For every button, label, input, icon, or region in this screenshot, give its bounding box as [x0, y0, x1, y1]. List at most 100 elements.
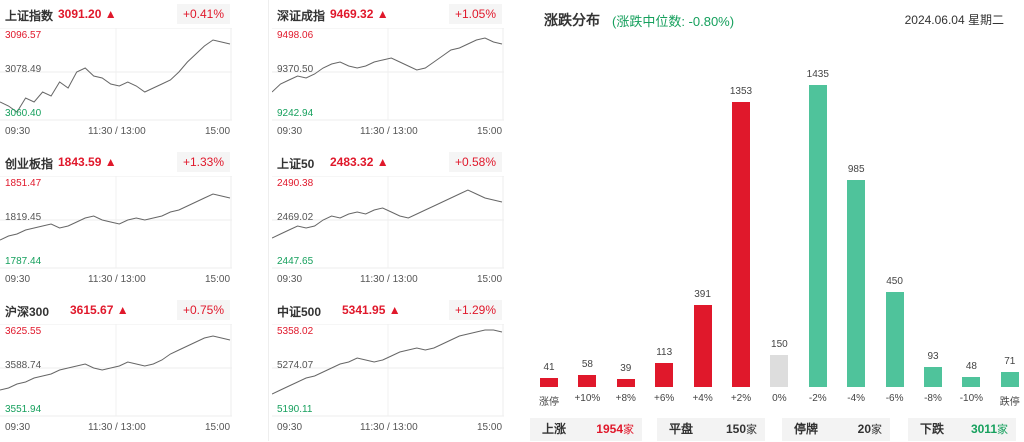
index-price: 5341.95 ▲ [342, 303, 401, 317]
index-change-pct: +0.75% [176, 300, 230, 320]
index-card[interactable]: 创业板指 1843.59 ▲ +1.33% 1851.47 1819.45 1787.44… [0, 148, 232, 294]
axis-low: 1787.44 [5, 256, 42, 267]
distribution-bar[interactable] [885, 292, 904, 387]
bar-category-label: 跌停 [999, 397, 1020, 408]
time-end: 15:00 [205, 126, 231, 137]
intraday-line-chart [0, 28, 232, 121]
bar-value-label: 1353 [729, 86, 753, 98]
time-start: 09:30 [277, 422, 303, 433]
index-header: 中证500 5341.95 ▲ +1.29% [272, 300, 504, 320]
distribution-bar[interactable] [1000, 372, 1019, 387]
time-mid: 11:30 / 13:00 [360, 126, 418, 137]
summary-down-value: 3011 [970, 422, 997, 436]
summary-flat-label: 平盘 [669, 422, 694, 436]
index-price: 9469.32 ▲ [330, 7, 389, 21]
axis-high: 3096.57 [5, 30, 42, 41]
distribution-bar[interactable] [616, 378, 635, 387]
distribution-bar[interactable] [732, 102, 750, 387]
index-card[interactable]: 深证成指 9469.32 ▲ +1.05% 9498.06 9370.50 9242.94… [272, 0, 504, 146]
intraday-line-chart [272, 176, 504, 269]
index-price: 3091.20 ▲ [58, 7, 117, 21]
bar-value-label: 93 [927, 351, 939, 363]
distribution-bar[interactable] [655, 363, 674, 387]
index-price: 3615.67 ▲ [70, 303, 129, 317]
summary-down[interactable]: 下跌 3011家 [908, 418, 1016, 441]
index-change-pct: +1.33% [176, 152, 230, 172]
index-name: 上证指数 [5, 9, 54, 23]
axis-mid: 3078.49 [5, 64, 42, 75]
distribution-bar[interactable] [540, 378, 558, 387]
index-change-pct: +0.41% [176, 4, 230, 24]
summary-flat-unit: 家 [746, 424, 757, 436]
index-card[interactable]: 中证500 5341.95 ▲ +1.29% 5358.02 5274.07 5190.1… [272, 296, 504, 442]
axis-low: 9242.94 [277, 108, 314, 119]
distribution-bar[interactable] [847, 179, 866, 387]
index-price: 2483.32 ▲ [330, 155, 389, 169]
bar-value-label: 58 [581, 358, 593, 370]
distribution-bar[interactable] [808, 85, 827, 387]
rise-fall-distribution-panel: 涨跌分布 (涨跌中位数: -0.80%) 2024.06.04 星期二 41 涨停… [530, 0, 1024, 441]
time-start: 09:30 [5, 126, 31, 137]
index-name: 深证成指 [277, 9, 326, 23]
index-name: 中证500 [277, 305, 322, 319]
summary-flat[interactable]: 平盘 150家 [657, 418, 765, 441]
index-change-pct: +1.29% [448, 300, 502, 320]
distribution-bar[interactable] [770, 355, 789, 387]
median-change: (涨跌中位数: -0.80%) [612, 14, 735, 29]
bar-category-label: +6% [654, 393, 675, 404]
summary-flat-value: 150 [725, 422, 746, 436]
index-card[interactable]: 上证指数 3091.20 ▲ +0.41% 3096.57 3078.49 3060.40… [0, 0, 232, 146]
bar-category-label: +4% [692, 393, 713, 404]
index-header: 上证指数 3091.20 ▲ +0.41% [0, 4, 232, 24]
axis-high: 2490.38 [277, 178, 314, 189]
distribution-bar[interactable] [693, 304, 712, 387]
price-line [0, 39, 231, 113]
axis-high: 1851.47 [5, 178, 42, 189]
summary-halt-unit: 家 [871, 424, 882, 436]
summary-up-value: 1954 [596, 422, 623, 436]
bar-value-label: 985 [847, 163, 865, 175]
axis-low: 5190.11 [277, 404, 313, 415]
time-end: 15:00 [477, 126, 503, 137]
summary-down-unit: 家 [997, 424, 1008, 436]
axis-high: 5358.02 [277, 326, 314, 337]
bar-value-label: 71 [1004, 356, 1016, 368]
index-card[interactable]: 上证50 2483.32 ▲ +0.58% 2490.38 2469.02 2447.65… [272, 148, 504, 294]
axis-mid: 2469.02 [277, 212, 314, 223]
intraday-line-chart [272, 324, 504, 417]
bar-value-label: 39 [620, 362, 632, 374]
time-mid: 11:30 / 13:00 [88, 422, 146, 433]
axis-mid: 3588.74 [5, 360, 42, 371]
summary-down-label: 下跌 [920, 422, 945, 436]
index-header: 沪深300 3615.67 ▲ +0.75% [0, 300, 232, 320]
index-card[interactable]: 沪深300 3615.67 ▲ +0.75% 3625.55 3588.74 3551.9… [0, 296, 232, 442]
time-start: 09:30 [5, 274, 31, 285]
index-change-pct: +1.05% [448, 4, 502, 24]
bar-category-label: -2% [808, 393, 827, 404]
price-line [0, 193, 231, 241]
bar-category-label: -10% [959, 393, 984, 404]
axis-mid: 5274.07 [277, 360, 314, 371]
time-start: 09:30 [277, 126, 303, 137]
distribution-bar[interactable] [962, 376, 981, 387]
intraday-line-chart [0, 324, 232, 417]
distribution-bar[interactable] [578, 374, 597, 387]
summary-halt[interactable]: 停牌 20家 [782, 418, 890, 441]
axis-low: 3060.40 [5, 108, 42, 119]
price-line [272, 37, 503, 93]
axis-high: 3625.55 [5, 326, 42, 337]
price-line [272, 329, 503, 395]
bar-value-label: 41 [543, 362, 555, 374]
bar-category-label: -8% [924, 393, 942, 404]
bar-value-label: 1435 [806, 69, 829, 80]
index-price: 1843.59 ▲ [58, 155, 117, 169]
axis-mid: 9370.50 [277, 64, 314, 75]
summary-up[interactable]: 上涨 1954家 [530, 418, 642, 441]
time-start: 09:30 [277, 274, 303, 285]
bar-category-label: -4% [847, 393, 866, 404]
index-change-pct: +0.58% [448, 152, 502, 172]
column-divider [268, 0, 269, 441]
bar-category-label: +10% [574, 393, 601, 404]
summary-up-label: 上涨 [542, 422, 567, 436]
distribution-bar[interactable] [924, 367, 942, 387]
